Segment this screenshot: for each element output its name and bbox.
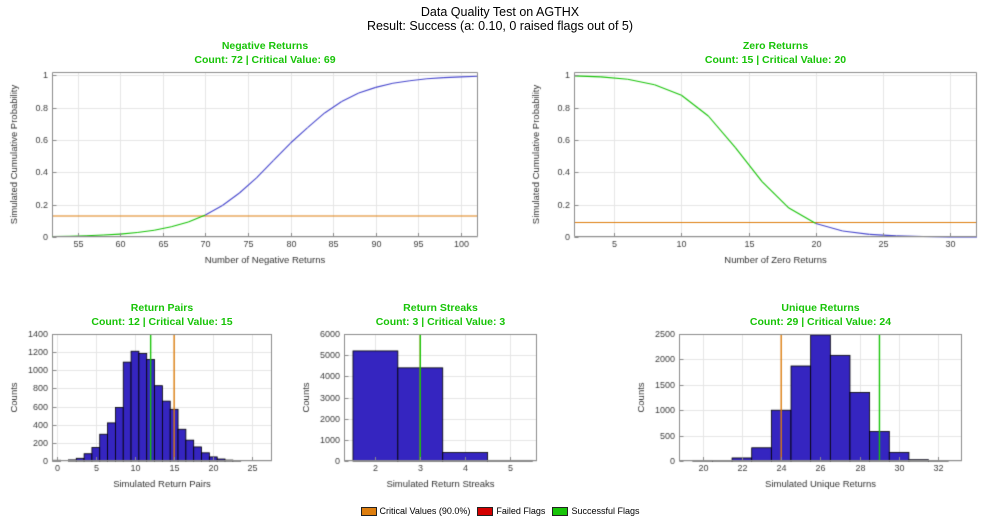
return-streaks-plot: [300, 329, 545, 492]
chart-title-negative-returns: Negative Returns: [221, 40, 309, 52]
chart-zero-returns: Zero Returns Count: 15 | Critical Value:…: [530, 40, 985, 268]
legend-label-successful-flags: Successful Flags: [571, 506, 640, 516]
chart-title-return-pairs: Return Pairs: [130, 302, 194, 314]
chart-subtitle-return-pairs: Count: 12 | Critical Value: 15: [91, 315, 233, 328]
legend-label-critical-values: Critical Values (90.0%): [379, 506, 471, 516]
chart-unique-returns: Unique Returns Count: 29 | Critical Valu…: [635, 302, 970, 492]
negative-returns-plot: [8, 67, 486, 268]
legend-item-failed-flags: Failed Flags: [477, 506, 545, 516]
figure-header: Data Quality Test on AGTHX Result: Succe…: [0, 5, 1000, 33]
chart-return-streaks: Return Streaks Count: 3 | Critical Value…: [300, 302, 545, 492]
chart-subtitle-return-streaks: Count: 3 | Critical Value: 3: [375, 315, 506, 328]
failed-flags-swatch: [477, 506, 494, 516]
chart-return-pairs: Return Pairs Count: 12 | Critical Value:…: [8, 302, 280, 492]
legend-item-successful-flags: Successful Flags: [552, 506, 639, 516]
successful-flags-swatch: [552, 506, 569, 516]
figure-title: Data Quality Test on AGTHX: [420, 5, 580, 19]
chart-subtitle-unique-returns: Count: 29 | Critical Value: 24: [749, 315, 892, 328]
chart-subtitle-negative-returns: Count: 72 | Critical Value: 69: [194, 53, 336, 66]
chart-title-return-streaks: Return Streaks: [403, 302, 478, 314]
chart-title-unique-returns: Unique Returns: [781, 302, 860, 314]
return-pairs-plot: [8, 329, 280, 492]
figure-subtitle: Result: Success (a: 0.10, 0 raised flags…: [366, 19, 634, 33]
unique-returns-plot: [635, 329, 970, 492]
chart-title-zero-returns: Zero Returns: [742, 40, 809, 52]
critical-values-swatch: [360, 506, 377, 516]
zero-returns-plot: [530, 67, 985, 268]
legend: Critical Values (90.0%) Failed Flags Suc…: [0, 506, 1000, 516]
chart-negative-returns: Negative Returns Count: 72 | Critical Va…: [8, 40, 486, 268]
legend-item-critical-values: Critical Values (90.0%): [360, 506, 471, 516]
chart-subtitle-zero-returns: Count: 15 | Critical Value: 20: [704, 53, 847, 66]
legend-label-failed-flags: Failed Flags: [496, 506, 546, 516]
